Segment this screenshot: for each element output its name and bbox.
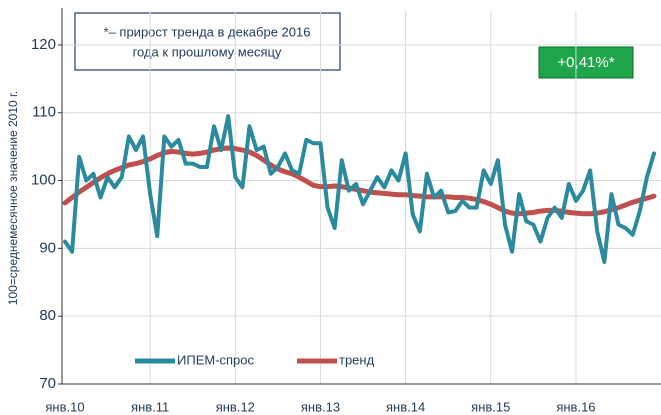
legend-label: тренд <box>339 352 375 367</box>
x-tick-label: янв.13 <box>301 399 340 414</box>
y-tick-label: 90 <box>39 239 56 256</box>
y-tick-label: 80 <box>39 307 56 324</box>
x-tick-label: янв.14 <box>386 399 425 414</box>
series-line <box>63 114 656 264</box>
x-tick-label: янв.15 <box>471 399 510 414</box>
badge-box <box>538 46 634 79</box>
y-tick-label: 110 <box>32 104 56 121</box>
x-tick-label: янв.10 <box>45 399 84 414</box>
y-axis-label: 100=среднемесячное значение 2010 г. <box>6 91 20 305</box>
y-tick-label: 100 <box>31 172 56 189</box>
x-tick-label: янв.12 <box>216 399 255 414</box>
badge: +0,41%* <box>557 54 614 71</box>
y-tick-label: 120 <box>31 36 56 53</box>
note-box <box>74 12 341 71</box>
x-tick-label: янв.11 <box>131 399 169 414</box>
y-tick-label: 70 <box>39 375 56 392</box>
note-line: года к прошлому месяцу <box>133 44 282 59</box>
x-tick-label: янв.16 <box>556 399 595 414</box>
legend-label: ИПЕМ-спрос <box>177 352 255 367</box>
note-line: *– прирост тренда в декабре 2016 <box>104 24 311 39</box>
